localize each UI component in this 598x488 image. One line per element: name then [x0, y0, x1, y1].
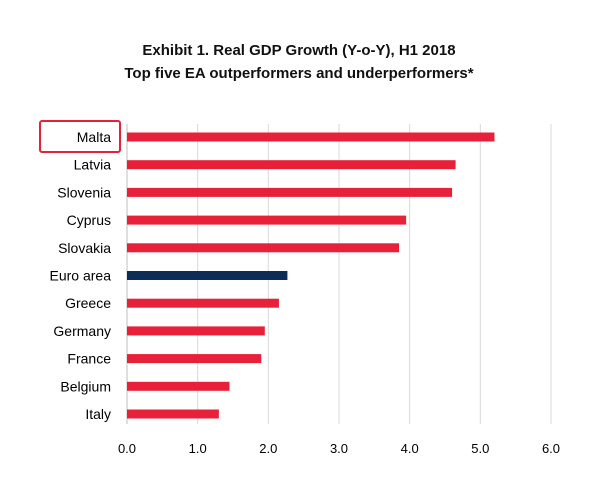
category-label: Slovakia [58, 240, 111, 256]
bar-slovakia [127, 243, 400, 253]
bar-france [127, 354, 262, 364]
bar-belgium [127, 381, 230, 391]
x-tick-label: 4.0 [401, 441, 419, 456]
category-label: Italy [85, 406, 111, 422]
x-tick-label: 5.0 [471, 441, 489, 456]
category-label: Cyprus [67, 212, 111, 228]
category-label: Greece [65, 295, 111, 311]
category-label: France [67, 351, 111, 367]
category-label: Belgium [60, 378, 111, 394]
x-tick-label: 3.0 [330, 441, 348, 456]
x-tick-label: 1.0 [189, 441, 207, 456]
x-tick-label: 0.0 [118, 441, 136, 456]
chart-title: Exhibit 1. Real GDP Growth (Y-o-Y), H1 2… [142, 42, 456, 59]
x-tick-label: 2.0 [259, 441, 277, 456]
category-label: Euro area [50, 268, 112, 284]
x-tick-label: 6.0 [542, 441, 560, 456]
highlight-box [39, 120, 121, 153]
bar-euro-area [127, 271, 288, 280]
chart-subtitle: Top five EA outperformers and underperfo… [124, 65, 474, 82]
bar-cyprus [127, 215, 407, 225]
bar-latvia [127, 160, 456, 170]
category-label: Slovenia [57, 184, 111, 200]
bar-germany [127, 326, 265, 336]
category-label: Latvia [74, 157, 112, 173]
category-label: Germany [53, 323, 111, 339]
bar-italy [127, 409, 219, 419]
bar-malta [127, 132, 495, 142]
bar-greece [127, 298, 279, 308]
bar-slovenia [127, 187, 453, 197]
category-label: Malta [77, 129, 111, 145]
